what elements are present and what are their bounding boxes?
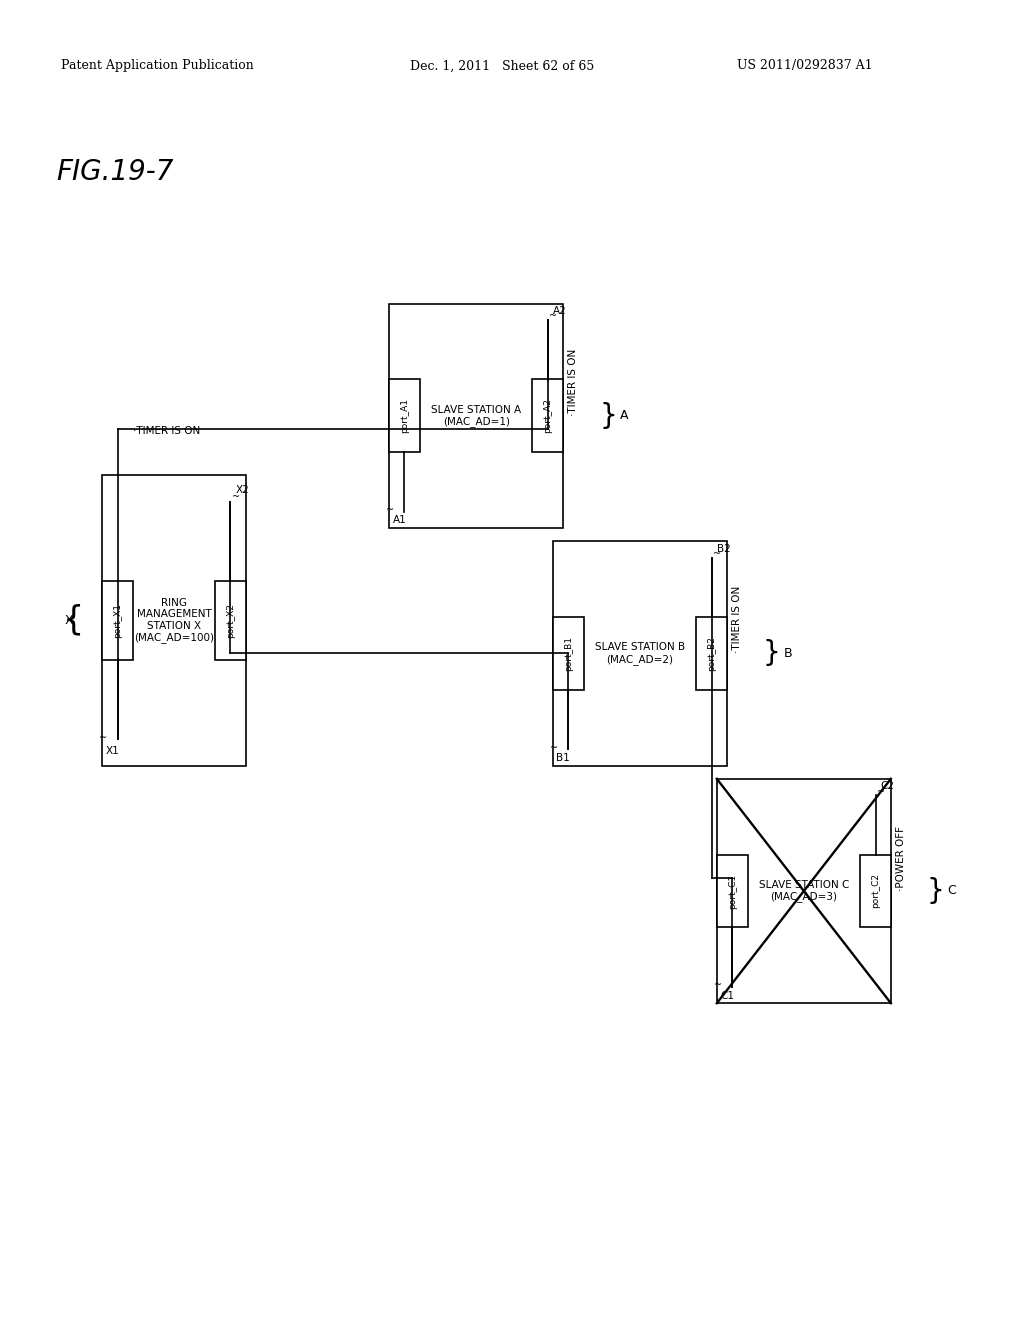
- Text: FIG.19-7: FIG.19-7: [56, 158, 174, 186]
- Text: ~: ~: [386, 506, 394, 515]
- Text: ·TIMER IS ON: ·TIMER IS ON: [133, 425, 201, 436]
- Text: }: }: [763, 639, 780, 668]
- Text: ~: ~: [549, 312, 557, 321]
- Text: ~: ~: [99, 733, 108, 743]
- Text: B2: B2: [717, 544, 730, 554]
- Text: port_X2: port_X2: [226, 603, 234, 638]
- Text: US 2011/0292837 A1: US 2011/0292837 A1: [737, 59, 872, 73]
- Bar: [553, 618, 584, 689]
- Bar: [717, 855, 748, 927]
- Bar: [102, 581, 133, 660]
- Text: ·TIMER IS ON: ·TIMER IS ON: [732, 586, 742, 653]
- Text: RING
MANAGEMENT
STATION X
(MAC_AD=100): RING MANAGEMENT STATION X (MAC_AD=100): [134, 598, 214, 643]
- Text: }: }: [599, 401, 616, 430]
- Text: C1: C1: [720, 990, 734, 1001]
- Bar: [696, 618, 727, 689]
- Text: port_B1: port_B1: [564, 636, 572, 671]
- Text: port_X1: port_X1: [114, 603, 122, 638]
- Text: ~: ~: [232, 491, 241, 502]
- Text: ~: ~: [714, 979, 722, 990]
- Text: {: {: [62, 605, 84, 636]
- Text: ~: ~: [550, 742, 558, 752]
- Text: SLAVE STATION B
(MAC_AD=2): SLAVE STATION B (MAC_AD=2): [595, 642, 685, 665]
- Text: B1: B1: [556, 752, 570, 763]
- Text: A: A: [620, 409, 628, 422]
- Text: ·POWER OFF: ·POWER OFF: [896, 826, 906, 891]
- Text: C2: C2: [881, 781, 895, 792]
- Bar: [717, 779, 891, 1003]
- Text: ~: ~: [713, 549, 721, 560]
- Text: Dec. 1, 2011   Sheet 62 of 65: Dec. 1, 2011 Sheet 62 of 65: [410, 59, 594, 73]
- Text: Patent Application Publication: Patent Application Publication: [61, 59, 254, 73]
- Bar: [532, 380, 563, 451]
- Text: ·TIMER IS ON: ·TIMER IS ON: [568, 348, 579, 416]
- Bar: [553, 541, 727, 766]
- Text: SLAVE STATION C
(MAC_AD=3): SLAVE STATION C (MAC_AD=3): [759, 879, 849, 903]
- Bar: [102, 475, 246, 766]
- Text: port_C2: port_C2: [871, 874, 880, 908]
- Text: }: }: [927, 876, 944, 906]
- Bar: [389, 380, 420, 451]
- Bar: [860, 855, 891, 927]
- Text: X1: X1: [105, 746, 120, 756]
- Text: B: B: [783, 647, 792, 660]
- Text: A1: A1: [392, 516, 407, 525]
- Text: port_A2: port_A2: [544, 399, 552, 433]
- Text: SLAVE STATION A
(MAC_AD=1): SLAVE STATION A (MAC_AD=1): [431, 404, 521, 428]
- Bar: [389, 304, 563, 528]
- Text: port_C1: port_C1: [728, 874, 736, 908]
- Text: X: X: [66, 614, 74, 627]
- Text: port_A1: port_A1: [400, 399, 409, 433]
- Text: ~: ~: [877, 787, 885, 796]
- Bar: [215, 581, 246, 660]
- Text: X2: X2: [236, 484, 249, 495]
- Text: A2: A2: [553, 306, 566, 315]
- Text: port_B2: port_B2: [708, 636, 716, 671]
- Text: C: C: [947, 884, 956, 898]
